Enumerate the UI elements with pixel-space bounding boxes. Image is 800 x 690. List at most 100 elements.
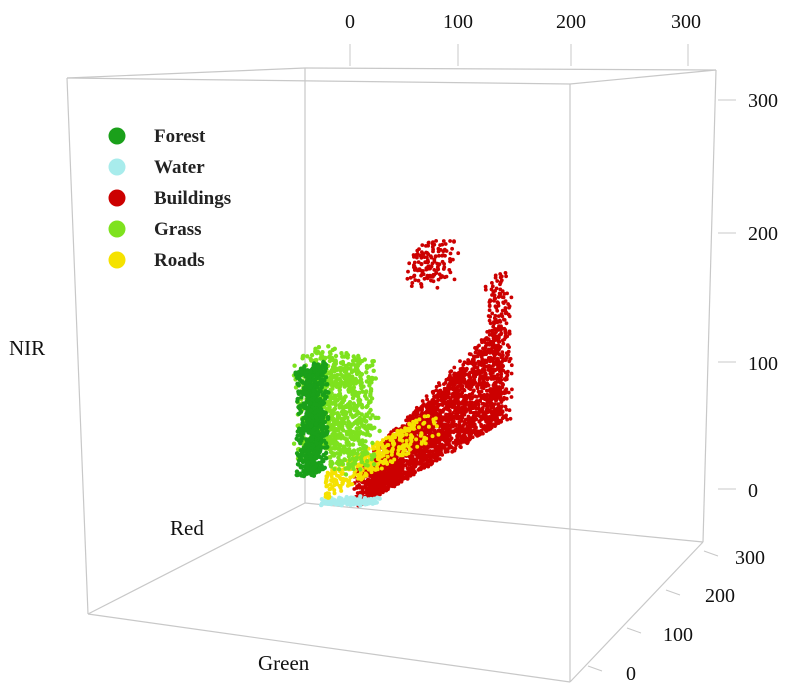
point-buildings — [398, 469, 403, 473]
point-forest — [299, 395, 304, 400]
point-grass — [347, 400, 353, 405]
point-roads — [375, 467, 380, 472]
point-buildings — [436, 398, 440, 402]
point-roads — [348, 475, 353, 480]
point-buildings — [454, 400, 459, 404]
point-grass — [318, 356, 323, 361]
box-edge — [304, 67, 717, 71]
point-buildings — [424, 394, 429, 398]
point-forest — [324, 428, 329, 433]
point-grass — [330, 432, 335, 437]
point-buildings — [448, 370, 453, 374]
point-buildings — [445, 407, 450, 412]
point-grass — [352, 461, 358, 466]
point-buildings — [432, 455, 436, 459]
point-buildings — [485, 330, 490, 334]
point-buildings — [439, 275, 443, 280]
point-buildings — [485, 350, 490, 355]
point-buildings — [506, 349, 511, 354]
point-buildings — [410, 472, 414, 477]
point-water — [367, 497, 372, 503]
point-roads — [340, 481, 345, 486]
point-buildings — [485, 337, 490, 342]
point-buildings — [368, 482, 373, 487]
point-grass — [365, 451, 370, 456]
point-buildings — [471, 389, 476, 393]
point-grass — [346, 372, 351, 377]
point-roads — [417, 417, 422, 422]
point-buildings — [372, 487, 376, 491]
point-buildings — [451, 440, 456, 445]
point-buildings — [480, 402, 485, 406]
point-forest — [305, 397, 310, 402]
point-buildings — [490, 330, 495, 335]
point-buildings — [493, 304, 498, 309]
point-buildings — [428, 254, 433, 258]
point-grass — [352, 437, 357, 442]
point-buildings — [492, 316, 497, 321]
point-buildings — [443, 242, 448, 246]
point-buildings — [426, 458, 430, 462]
point-buildings — [478, 349, 483, 354]
point-buildings — [428, 419, 433, 424]
point-grass — [300, 354, 306, 359]
point-buildings — [430, 411, 434, 416]
point-buildings — [473, 350, 478, 355]
point-grass — [336, 366, 341, 371]
point-buildings — [406, 466, 410, 471]
point-roads — [332, 488, 337, 493]
point-buildings — [479, 338, 484, 342]
point-buildings — [415, 248, 420, 253]
point-roads — [393, 435, 397, 440]
point-grass — [371, 462, 377, 467]
point-buildings — [500, 350, 505, 354]
point-buildings — [465, 381, 470, 386]
point-roads — [430, 434, 435, 439]
point-roads — [436, 432, 441, 437]
point-buildings — [492, 321, 496, 326]
point-buildings — [487, 332, 492, 337]
point-grass — [316, 345, 322, 350]
point-buildings — [458, 375, 463, 380]
point-grass — [340, 426, 345, 431]
point-buildings — [494, 419, 498, 424]
point-buildings — [433, 254, 438, 258]
point-buildings — [460, 405, 465, 410]
point-buildings — [504, 407, 509, 412]
point-buildings — [456, 416, 461, 421]
point-buildings — [432, 437, 437, 442]
point-buildings — [404, 474, 409, 479]
point-buildings — [461, 378, 465, 382]
point-buildings — [499, 326, 504, 330]
point-forest — [296, 374, 302, 380]
point-buildings — [447, 431, 452, 436]
point-buildings — [485, 407, 490, 412]
point-roads — [383, 445, 388, 449]
point-buildings — [476, 369, 480, 373]
point-water — [361, 498, 367, 503]
point-buildings — [417, 267, 422, 271]
point-buildings — [399, 475, 404, 480]
point-roads — [371, 446, 376, 451]
point-grass — [339, 409, 345, 415]
point-buildings — [409, 284, 414, 288]
point-buildings — [465, 424, 470, 429]
point-buildings — [496, 376, 501, 381]
point-buildings — [444, 440, 448, 444]
point-roads — [388, 459, 393, 464]
point-buildings — [410, 281, 415, 285]
point-grass — [340, 397, 345, 402]
point-buildings — [495, 308, 500, 313]
box-edge — [569, 541, 704, 683]
point-buildings — [473, 394, 477, 399]
point-roads — [384, 449, 389, 454]
point-buildings — [436, 277, 441, 282]
point-buildings — [496, 357, 500, 362]
point-grass — [336, 462, 342, 467]
point-buildings — [437, 440, 441, 444]
point-buildings — [373, 475, 378, 480]
point-roads — [400, 450, 405, 455]
point-buildings — [481, 416, 485, 421]
point-buildings — [503, 271, 508, 275]
